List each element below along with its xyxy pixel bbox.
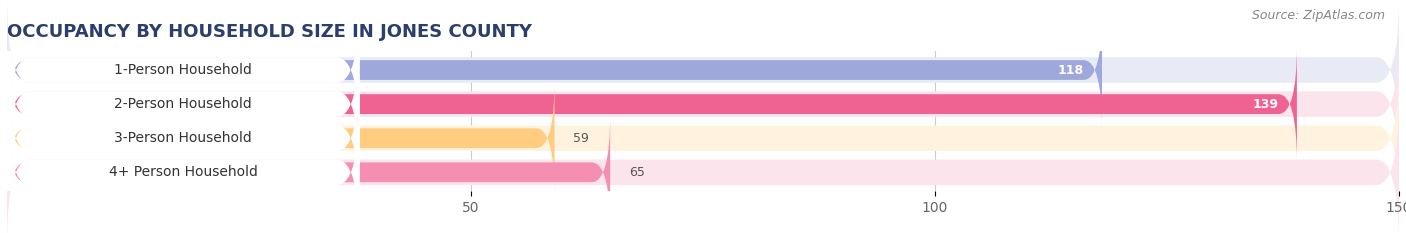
FancyBboxPatch shape — [7, 80, 554, 196]
Text: 2-Person Household: 2-Person Household — [114, 97, 252, 111]
FancyBboxPatch shape — [7, 66, 360, 211]
FancyBboxPatch shape — [7, 46, 1296, 162]
FancyBboxPatch shape — [7, 100, 1399, 233]
FancyBboxPatch shape — [7, 0, 1399, 142]
Text: OCCUPANCY BY HOUSEHOLD SIZE IN JONES COUNTY: OCCUPANCY BY HOUSEHOLD SIZE IN JONES COU… — [7, 23, 531, 41]
Text: 59: 59 — [574, 132, 589, 145]
Text: 65: 65 — [628, 166, 644, 179]
FancyBboxPatch shape — [7, 32, 1399, 177]
FancyBboxPatch shape — [7, 100, 360, 233]
Text: 1-Person Household: 1-Person Household — [114, 63, 252, 77]
FancyBboxPatch shape — [7, 114, 610, 231]
Text: 4+ Person Household: 4+ Person Household — [108, 165, 257, 179]
FancyBboxPatch shape — [7, 12, 1102, 128]
FancyBboxPatch shape — [7, 32, 360, 177]
Text: Source: ZipAtlas.com: Source: ZipAtlas.com — [1251, 9, 1385, 22]
Text: 3-Person Household: 3-Person Household — [114, 131, 252, 145]
Text: 139: 139 — [1253, 98, 1278, 111]
FancyBboxPatch shape — [7, 0, 360, 142]
FancyBboxPatch shape — [7, 66, 1399, 211]
Text: 118: 118 — [1057, 64, 1084, 76]
